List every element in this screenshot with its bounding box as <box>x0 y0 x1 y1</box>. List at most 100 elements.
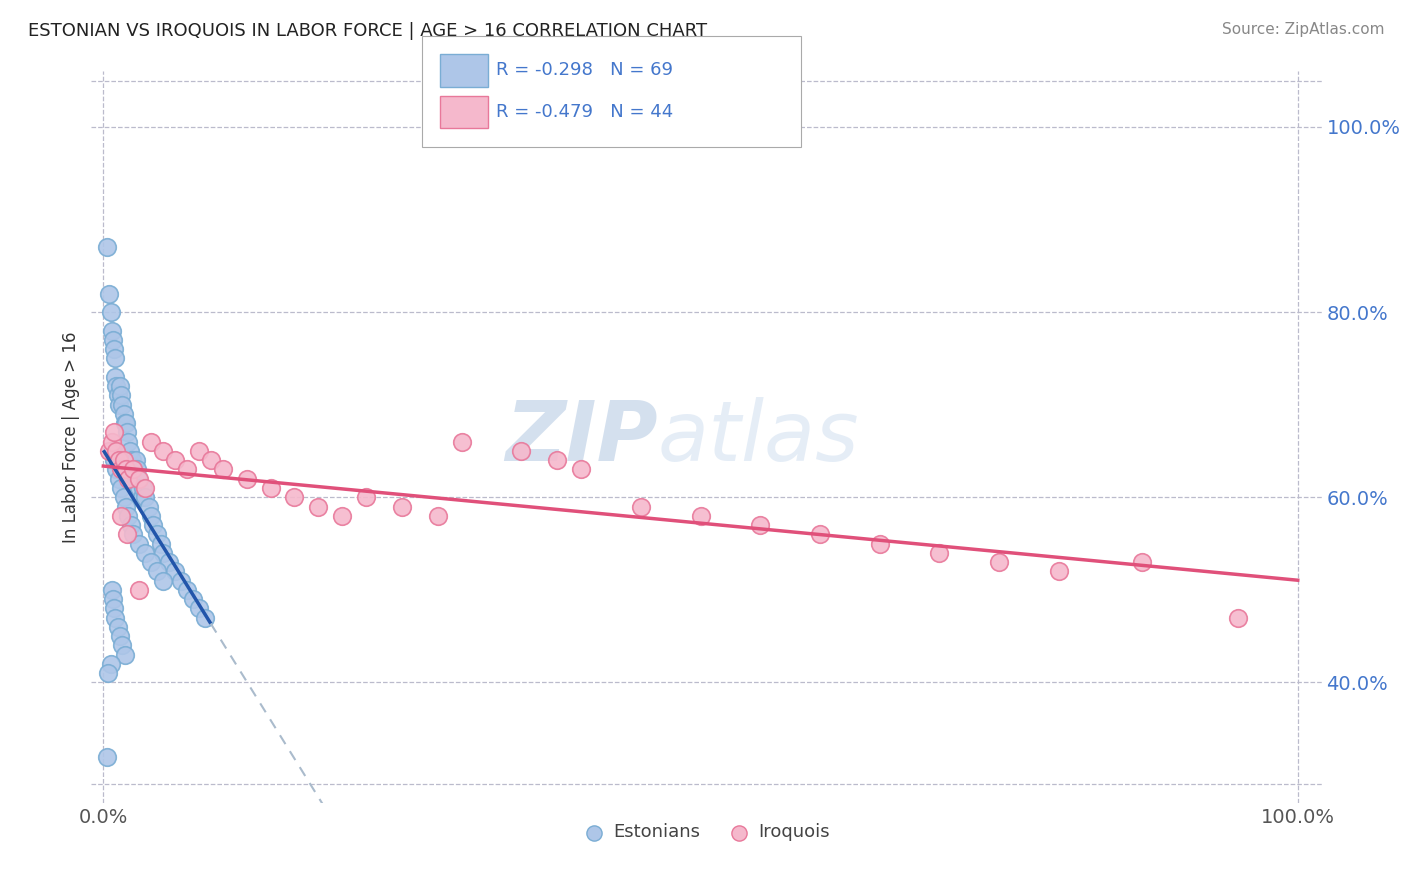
Point <box>124 472 146 486</box>
Point <box>108 453 131 467</box>
Point <box>108 472 131 486</box>
Point <box>149 536 172 550</box>
Legend: Estonians, Iroquois: Estonians, Iroquois <box>575 816 838 848</box>
Point <box>104 370 127 384</box>
Point <box>1227 610 1250 624</box>
Point <box>163 453 186 467</box>
Point <box>103 342 125 356</box>
Point <box>100 324 122 338</box>
Point <box>134 546 156 560</box>
Point <box>152 574 174 588</box>
Point <box>107 620 129 634</box>
Text: ESTONIAN VS IROQUOIS IN LABOR FORCE | AGE > 16 CORRELATION CHART: ESTONIAN VS IROQUOIS IN LABOR FORCE | AG… <box>28 22 707 40</box>
Point <box>100 305 122 319</box>
Point <box>110 481 132 495</box>
Point <box>100 444 122 458</box>
Point <box>546 453 568 467</box>
Point <box>114 648 136 662</box>
Point <box>163 565 186 579</box>
Point <box>194 610 217 624</box>
Point <box>121 453 143 467</box>
Point <box>450 434 472 449</box>
Point <box>127 472 149 486</box>
Point <box>103 425 125 440</box>
Point <box>187 601 209 615</box>
Point <box>101 333 124 347</box>
Point <box>200 453 222 467</box>
Point <box>112 453 135 467</box>
Point <box>259 481 281 495</box>
Point <box>132 481 155 495</box>
Point <box>1132 555 1154 569</box>
Point <box>138 500 160 514</box>
Point <box>125 462 148 476</box>
Point <box>181 592 204 607</box>
Point <box>569 462 592 476</box>
Point <box>139 508 162 523</box>
Point <box>114 416 136 430</box>
Point <box>117 434 139 449</box>
Point <box>988 555 1011 569</box>
Point <box>103 453 125 467</box>
Point <box>98 286 121 301</box>
Point <box>134 490 156 504</box>
Point <box>139 555 162 569</box>
Point <box>96 240 118 254</box>
Point <box>307 500 329 514</box>
Point <box>100 582 122 597</box>
Point <box>108 398 131 412</box>
Point <box>124 453 146 467</box>
Point <box>689 508 711 523</box>
Point <box>146 565 169 579</box>
Point <box>115 527 138 541</box>
Point <box>808 527 831 541</box>
Point <box>152 546 174 560</box>
Point <box>112 407 135 421</box>
Point <box>128 481 150 495</box>
Point <box>235 472 257 486</box>
Text: atlas: atlas <box>657 397 859 477</box>
Point <box>391 500 413 514</box>
Point <box>118 444 141 458</box>
Point <box>170 574 193 588</box>
Point <box>283 490 305 504</box>
Point <box>869 536 891 550</box>
Point <box>105 462 128 476</box>
Point <box>105 444 128 458</box>
Text: ZIP: ZIP <box>505 397 657 477</box>
Point <box>122 462 145 476</box>
Point <box>100 657 122 671</box>
Point <box>128 536 150 550</box>
Point <box>749 518 772 533</box>
Point <box>111 639 134 653</box>
Point <box>630 500 652 514</box>
Point <box>115 462 138 476</box>
Point <box>139 434 162 449</box>
Point <box>110 388 132 402</box>
Point <box>115 416 138 430</box>
Point <box>104 610 127 624</box>
Point <box>115 500 138 514</box>
Point <box>354 490 377 504</box>
Point <box>103 601 125 615</box>
Point <box>152 444 174 458</box>
Point <box>96 749 118 764</box>
Point <box>117 472 139 486</box>
Point <box>101 592 124 607</box>
Point <box>131 490 153 504</box>
Point <box>146 527 169 541</box>
Point <box>426 508 449 523</box>
Text: Source: ZipAtlas.com: Source: ZipAtlas.com <box>1222 22 1385 37</box>
Point <box>98 444 121 458</box>
Point <box>176 462 198 476</box>
Point <box>115 425 138 440</box>
Point <box>510 444 533 458</box>
Point <box>105 379 128 393</box>
Text: R = -0.298   N = 69: R = -0.298 N = 69 <box>496 61 673 78</box>
Point <box>142 518 165 533</box>
Point <box>134 481 156 495</box>
Point <box>111 398 134 412</box>
Y-axis label: In Labor Force | Age > 16: In Labor Force | Age > 16 <box>62 331 80 543</box>
Point <box>176 582 198 597</box>
Point <box>122 527 145 541</box>
